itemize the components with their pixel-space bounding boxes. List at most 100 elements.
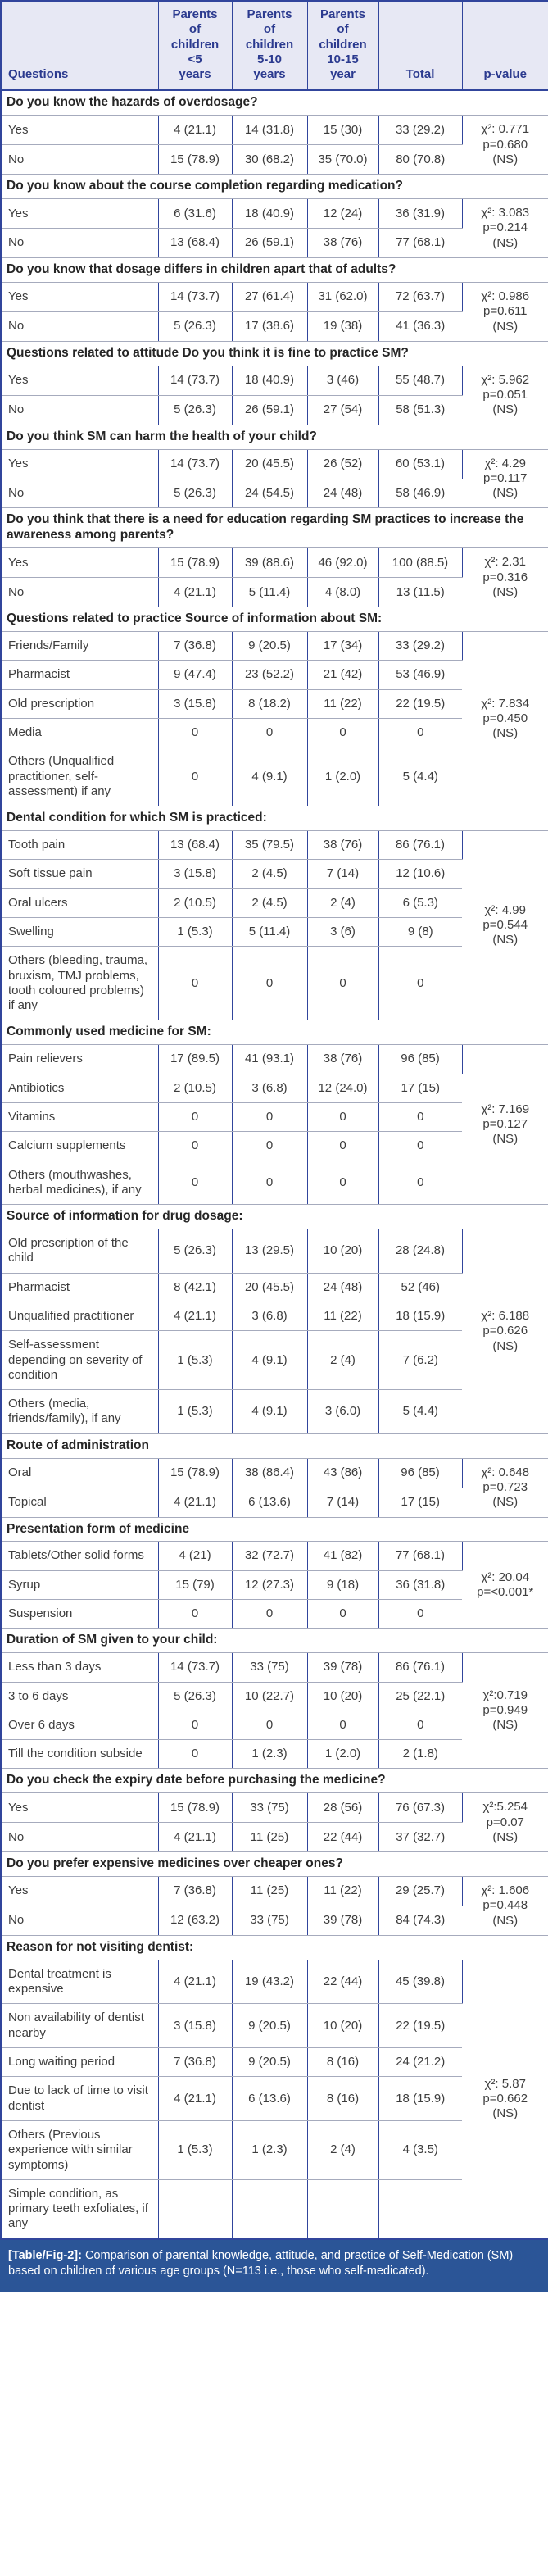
table-row: Simple condition, as primary teeth exfol…: [1, 2179, 548, 2240]
value-cell: 0: [378, 1161, 462, 1206]
value-cell: 10 (22.7): [232, 1682, 308, 1711]
table-row: Antibiotics 2 (10.5) 3 (6.8) 12 (24.0) 17 (1…: [1, 1074, 548, 1103]
row-label-cell: No: [1, 1822, 159, 1853]
table-row: Others (bleeding, trauma, bruxism, TMJ p…: [1, 946, 548, 1021]
value-cell: 13 (68.4): [158, 228, 233, 259]
row-label-cell: Others (mouthwashes, herbal medicines), …: [1, 1161, 159, 1206]
value-cell: 17 (89.5): [158, 1044, 233, 1074]
p-value-cell: χ²: 6.188 p=0.626 (NS): [462, 1229, 548, 1434]
value-cell: 19 (43.2): [232, 1960, 308, 2005]
value-cell: 3 (6.8): [232, 1302, 308, 1332]
row-label-cell: Simple condition, as primary teeth exfol…: [1, 2179, 159, 2240]
section-header: Questions related to practice Source of …: [1, 607, 548, 633]
row-label-cell: No: [1, 577, 159, 608]
value-cell: 17 (38.6): [232, 311, 308, 342]
value-cell: 38 (76): [307, 830, 379, 861]
value-cell: 0: [307, 1711, 379, 1741]
value-cell: 5 (4.4): [378, 1389, 462, 1434]
value-cell: 8 (16): [307, 2047, 379, 2078]
section-header-row: Source of information for drug dosage:: [1, 1204, 548, 1230]
p-value-cell: χ²: 2.31 p=0.316 (NS): [462, 547, 548, 608]
p-value-cell: χ²: 5.962 p=0.051 (NS): [462, 366, 548, 425]
value-cell: 2 (4.5): [232, 888, 308, 918]
value-cell: 46 (92.0): [307, 547, 379, 579]
value-cell: 6 (13.6): [232, 2076, 308, 2121]
value-cell: 0: [158, 1599, 233, 1629]
table-row: Pharmacist 8 (42.1) 20 (45.5) 24 (48) 52 (46…: [1, 1273, 548, 1302]
value-cell: 6 (13.6): [232, 1488, 308, 1518]
value-cell: 29 (25.7): [378, 1876, 463, 1907]
value-cell: 0: [232, 946, 308, 1021]
row-label-cell: No: [1, 479, 159, 509]
row-label-cell: Syrup: [1, 1570, 159, 1601]
table-row: Suspension 0 0 0 0: [1, 1599, 548, 1629]
value-cell: 10 (20): [307, 1229, 379, 1274]
value-cell: 21 (42): [307, 660, 379, 690]
row-label-cell: No: [1, 1906, 159, 1936]
row-label-cell: Calcium supplements: [1, 1131, 159, 1161]
value-cell: 35 (79.5): [232, 830, 308, 861]
value-cell: 86 (76.1): [378, 1652, 463, 1683]
value-cell: 12 (63.2): [158, 1906, 233, 1936]
value-cell: 8 (16): [307, 2076, 379, 2121]
table-row: No 13 (68.4) 26 (59.1) 38 (76) 77 (68.1): [1, 228, 548, 259]
value-cell: 0: [378, 1599, 462, 1629]
value-cell: 100 (88.5): [378, 547, 463, 579]
value-cell: 15 (78.9): [158, 1458, 233, 1488]
value-cell: 2 (1.8): [378, 1739, 462, 1770]
row-label-cell: Yes: [1, 282, 159, 312]
value-cell: 4 (21.1): [158, 1488, 233, 1518]
value-cell: 33 (75): [232, 1792, 308, 1824]
value-cell: 3 (6.0): [307, 1389, 379, 1434]
column-header: Total: [378, 1, 463, 92]
row-label-cell: Tooth pain: [1, 830, 159, 861]
row-label-cell: Yes: [1, 1792, 159, 1824]
table-row: No 12 (63.2) 33 (75) 39 (78) 84 (74.3): [1, 1906, 548, 1936]
section-header: Duration of SM given to your child:: [1, 1628, 548, 1654]
table-row: No 5 (26.3) 17 (38.6) 19 (38) 41 (36.3): [1, 311, 548, 342]
table-row: No 4 (21.1) 5 (11.4) 4 (8.0) 13 (11.5): [1, 577, 548, 608]
section-header-row: Questions related to attitude Do you thi…: [1, 341, 548, 366]
section-header: Do you think that there is a need for ed…: [1, 507, 548, 549]
value-cell: 7 (14): [307, 1488, 379, 1518]
row-label-cell: Yes: [1, 198, 159, 229]
p-value-cell: χ²: 3.083 p=0.214 (NS): [462, 198, 548, 259]
value-cell: 4 (21.1): [158, 577, 233, 608]
value-cell: 24 (54.5): [232, 479, 308, 509]
kap-comparison-table: Questions Parents of children <5 years Par…: [0, 0, 548, 2240]
value-cell: 27 (61.4): [232, 282, 308, 312]
value-cell: 0: [158, 747, 233, 807]
p-value-cell: χ²: 7.169 p=0.127 (NS): [462, 1044, 548, 1206]
value-cell: 39 (88.6): [232, 547, 308, 579]
row-label-cell: Swelling: [1, 917, 159, 947]
table-row: Yes 14 (73.7) 27 (61.4) 31 (62.0) 72 (63.7) χ…: [1, 282, 548, 342]
p-value-cell: χ²:0.719 p=0.949 (NS): [462, 1652, 548, 1770]
row-label-cell: Pharmacist: [1, 660, 159, 690]
row-label-cell: Suspension: [1, 1599, 159, 1629]
section-header: Source of information for drug dosage:: [1, 1204, 548, 1230]
value-cell: 0: [158, 718, 233, 748]
table-row: Yes 6 (31.6) 18 (40.9) 12 (24) 36 (31.9) χ²: …: [1, 198, 548, 259]
row-label-cell: Pharmacist: [1, 1273, 159, 1302]
value-cell: 0: [232, 1711, 308, 1741]
section-header: Route of administration: [1, 1433, 548, 1459]
value-cell: 18 (40.9): [232, 198, 308, 229]
value-cell: 36 (31.9): [378, 198, 463, 229]
value-cell: 2 (10.5): [158, 1074, 233, 1103]
value-cell: 38 (76): [307, 228, 379, 259]
table-row: Swelling 1 (5.3) 5 (11.4) 3 (6) 9 (8): [1, 917, 548, 947]
table-row: Soft tissue pain 3 (15.8) 2 (4.5) 7 (14) 12 …: [1, 859, 548, 889]
value-cell: 0: [307, 1131, 379, 1161]
value-cell: 1 (2.0): [307, 747, 379, 807]
value-cell: 20 (45.5): [232, 1273, 308, 1302]
value-cell: 11 (22): [307, 1302, 379, 1332]
section-header-row: Do you check the expiry date before purc…: [1, 1768, 548, 1794]
table-row: Yes 15 (78.9) 39 (88.6) 46 (92.0) 100 (88.5)…: [1, 547, 548, 608]
column-header: Questions: [1, 1, 159, 92]
table-row: Syrup 15 (79) 12 (27.3) 9 (18) 36 (31.8): [1, 1570, 548, 1601]
value-cell: 11 (25): [232, 1876, 308, 1907]
value-cell: 0: [232, 1102, 308, 1133]
value-cell: [158, 2179, 233, 2240]
value-cell: 26 (59.1): [232, 395, 308, 425]
row-label-cell: Soft tissue pain: [1, 859, 159, 889]
